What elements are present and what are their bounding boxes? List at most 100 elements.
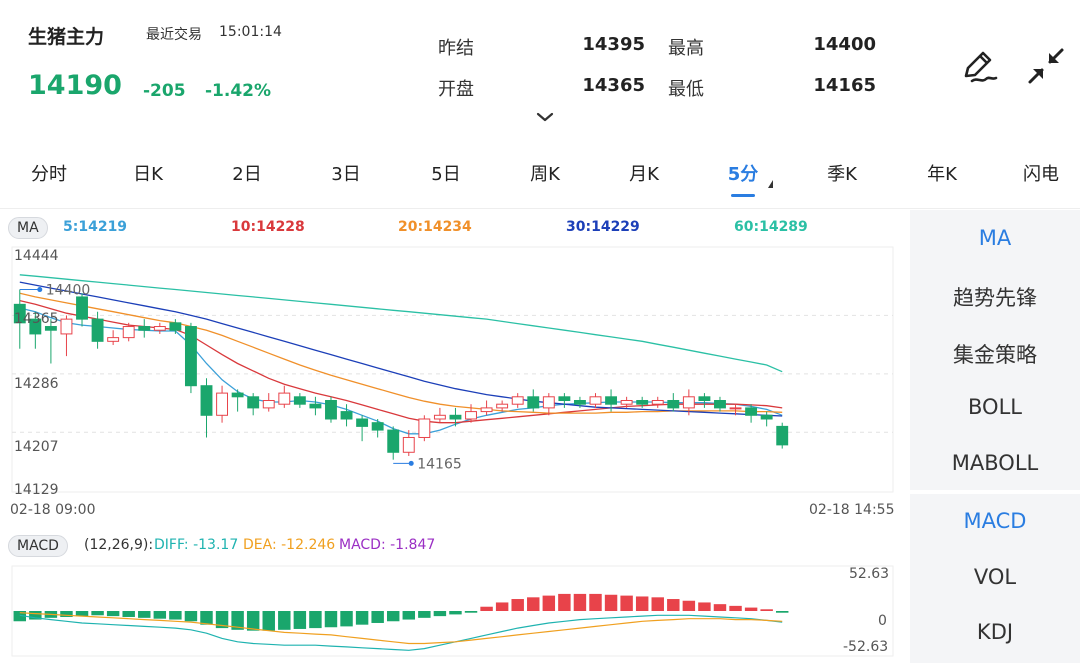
- indicator-trend-pioneer[interactable]: 趋势先锋: [953, 286, 1037, 310]
- candle: [776, 422, 789, 449]
- macd-bar: [355, 611, 369, 625]
- diff-legend: DIFF: -13.17: [154, 537, 239, 553]
- prev-settle-value: 14395: [582, 34, 645, 55]
- indicator-macd[interactable]: MACD: [963, 509, 1027, 533]
- last-price: 14190: [28, 70, 122, 101]
- macd-bar: [635, 596, 649, 611]
- candle: [729, 404, 742, 416]
- tab-3[interactable]: 3日: [331, 164, 361, 185]
- candle: [620, 396, 633, 408]
- indicator-boll[interactable]: BOLL: [968, 395, 1022, 419]
- candle: [387, 426, 400, 460]
- prev-settle-label: 昨结: [438, 38, 474, 59]
- tab-8[interactable]: 季K: [827, 164, 857, 185]
- max-dot: [37, 287, 43, 293]
- macd-bar: [698, 602, 711, 611]
- price-change: -205: [143, 81, 186, 101]
- macd-bar: [542, 595, 556, 611]
- tab-dropdown-caret-icon[interactable]: [768, 180, 773, 188]
- candle: [138, 319, 151, 338]
- candle: [169, 319, 182, 334]
- candle: [371, 418, 384, 438]
- candle: [418, 415, 431, 442]
- candle: [60, 315, 73, 357]
- macd-bar: [138, 611, 151, 618]
- candle: [200, 378, 213, 438]
- candle: [76, 293, 88, 327]
- high-label: 最高: [668, 38, 704, 59]
- dea-line: [19, 612, 783, 645]
- indicator-vol[interactable]: VOL: [973, 565, 1017, 589]
- high-value: 14400: [813, 34, 876, 55]
- indicator-ma[interactable]: MA: [978, 226, 1012, 250]
- expand-chevron-icon[interactable]: [535, 110, 555, 124]
- macd-bar: [713, 604, 727, 611]
- macd-bar: [480, 606, 493, 611]
- macd-bar: [75, 611, 89, 617]
- tab-5[interactable]: 周K: [530, 164, 560, 185]
- candle: [449, 407, 462, 427]
- indicator-capital-strategy[interactable]: 集金策略: [953, 343, 1037, 367]
- candle: [122, 322, 135, 342]
- x-start-label: 02-18 09:00: [10, 502, 96, 518]
- period-tabs: 分时 日K 2日 3日 5日 周K 月K 5分 季K 年K 闪电: [0, 150, 1080, 200]
- tab-9[interactable]: 年K: [927, 164, 957, 185]
- macd-bar: [309, 611, 322, 629]
- candle: [184, 322, 197, 394]
- macd-bar: [760, 609, 773, 611]
- candle: [465, 404, 477, 423]
- indicator-maboll[interactable]: MABOLL: [951, 451, 1039, 475]
- min-mark-label: 14165: [417, 456, 462, 472]
- macd-bar: [106, 611, 120, 617]
- candle: [760, 411, 773, 427]
- tab-10[interactable]: 闪电: [1023, 164, 1059, 185]
- candle: [496, 400, 509, 412]
- tab-1[interactable]: 日K: [133, 164, 163, 185]
- macd-bar: [231, 611, 244, 630]
- price-change-pct: -1.42%: [205, 81, 272, 101]
- candle: [714, 396, 726, 412]
- low-label: 最低: [668, 79, 704, 100]
- sub-indicator-chip[interactable]: MACD: [8, 535, 68, 557]
- macd-bar: [200, 611, 213, 625]
- tab-6[interactable]: 月K: [629, 164, 659, 185]
- tab-4[interactable]: 5日: [431, 164, 461, 185]
- collapse-arrows-icon[interactable]: [1024, 44, 1068, 88]
- macd-bar: [278, 611, 291, 630]
- candle: [356, 415, 369, 442]
- macd-bar: [169, 611, 182, 620]
- candle: [402, 430, 415, 456]
- trade-label: 最近交易: [146, 27, 202, 43]
- candle: [651, 396, 664, 408]
- candle: [278, 385, 291, 408]
- macd-bar: [402, 611, 416, 620]
- kline-chart[interactable]: 14400 14165: [0, 209, 910, 663]
- candle: [340, 404, 353, 427]
- macd-y-tick: 52.63: [849, 566, 890, 582]
- indicator-kdj[interactable]: KDJ: [976, 620, 1014, 644]
- macd-bar: [91, 611, 104, 616]
- macd-bar: [464, 611, 478, 613]
- macd-bar: [667, 599, 680, 611]
- tab-0[interactable]: 分时: [31, 164, 67, 185]
- diff-line: [19, 614, 783, 651]
- macd-bar: [246, 611, 260, 631]
- tab-2[interactable]: 2日: [232, 164, 262, 185]
- candle: [325, 396, 337, 423]
- min-dot: [408, 460, 414, 466]
- candle: [745, 404, 758, 423]
- tab-7[interactable]: 5分: [727, 164, 759, 185]
- macd-bar: [682, 600, 696, 611]
- candle: [107, 330, 120, 346]
- macd-bar: [340, 611, 353, 627]
- main-indicator-chip[interactable]: MA: [8, 217, 48, 239]
- plot-frame: [11, 246, 894, 493]
- candle: [698, 393, 711, 408]
- macd-bar: [651, 597, 664, 611]
- candle: [247, 393, 260, 416]
- pen-draw-icon[interactable]: [956, 44, 1000, 88]
- candle: [231, 389, 244, 412]
- candle: [293, 393, 306, 408]
- candle: [433, 407, 446, 423]
- candle: [589, 393, 602, 408]
